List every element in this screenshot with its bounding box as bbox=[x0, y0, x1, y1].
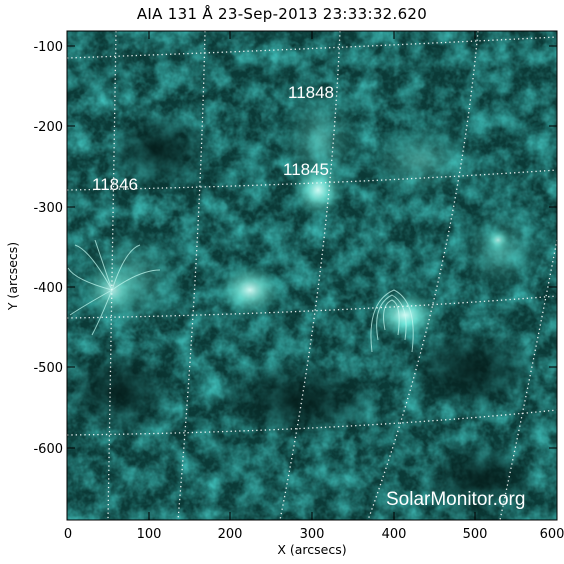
heliographic-grid bbox=[67, 31, 557, 520]
y-tick-label: -400 bbox=[33, 281, 63, 296]
image-title: AIA 131 Å 23-Sep-2013 23:33:32.620 bbox=[136, 5, 428, 23]
x-tick-label: 0 bbox=[64, 527, 72, 542]
x-tick-label: 300 bbox=[300, 527, 325, 542]
x-axis-ticks bbox=[66, 31, 558, 520]
y-tick-label: -500 bbox=[33, 361, 63, 376]
x-tick-label: 400 bbox=[382, 527, 407, 542]
x-tick-label: 100 bbox=[137, 527, 162, 542]
y-tick-label: -300 bbox=[33, 201, 63, 216]
solarmonitor-watermark: SolarMonitor.org bbox=[386, 489, 525, 510]
region-label-11845: 11845 bbox=[283, 160, 329, 179]
x-tick-label: 600 bbox=[540, 527, 564, 542]
y-tick-label: -100 bbox=[33, 40, 63, 55]
x-axis-title: X (arcsecs) bbox=[277, 542, 346, 557]
y-tick-label: -600 bbox=[33, 442, 63, 457]
region-label-11848: 11848 bbox=[288, 83, 334, 102]
region-label-11846: 11846 bbox=[92, 175, 138, 194]
y-tick-label: -200 bbox=[33, 120, 63, 135]
x-tick-label: 500 bbox=[463, 527, 488, 542]
y-axis-title: Y (arcsecs) bbox=[5, 242, 20, 311]
y-axis-ticks bbox=[67, 45, 557, 449]
x-tick-label: 200 bbox=[218, 527, 243, 542]
aia-131-image: 11848 11845 11846 SolarMonitor.org bbox=[67, 31, 557, 520]
